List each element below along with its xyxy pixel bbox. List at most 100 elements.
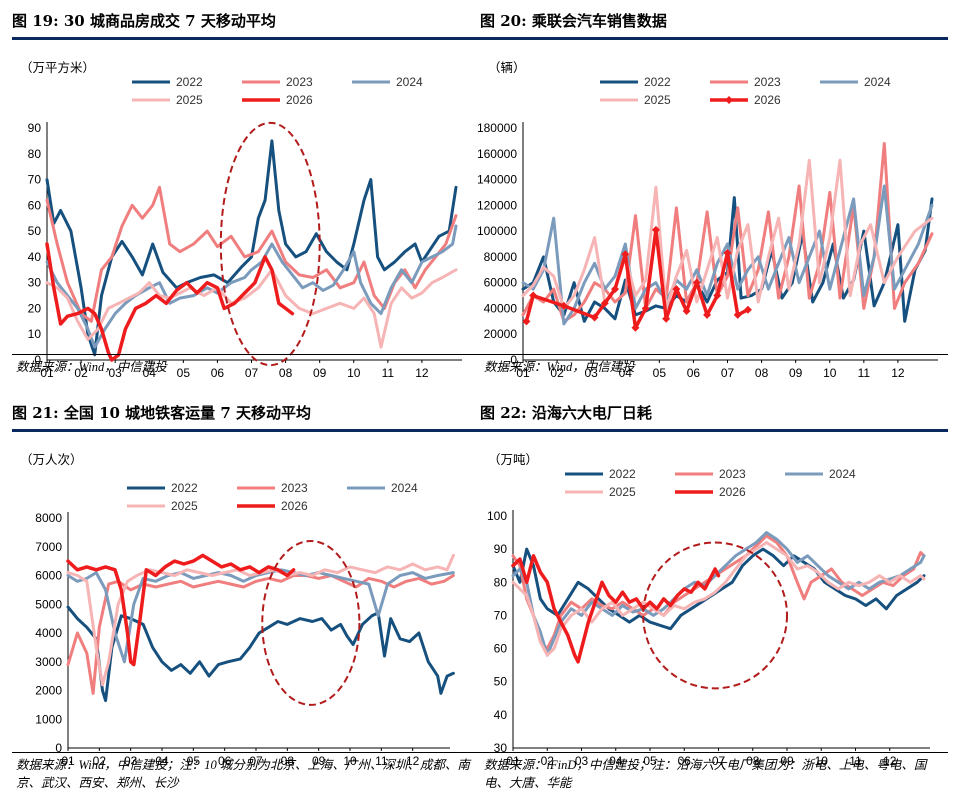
legend-label-2024: 2024 bbox=[864, 75, 891, 89]
x-tick-label: 03 bbox=[584, 366, 598, 380]
source-rule bbox=[480, 752, 948, 753]
x-tick-label: 10 bbox=[347, 366, 361, 380]
panel-chart-21: 图 21: 全国 10 城地铁客运量 7 天移动平均 （万人次） 0 1000 200… bbox=[12, 402, 480, 801]
series-marker-2026 bbox=[590, 313, 599, 322]
y-tick-label: 40 bbox=[28, 250, 42, 264]
series-line-2023 bbox=[45, 185, 458, 323]
x-tick-label: 09 bbox=[789, 366, 803, 380]
x-tick-label: 03 bbox=[108, 366, 122, 380]
series-marker-2026 bbox=[611, 285, 620, 294]
legend-label-2022: 2022 bbox=[171, 481, 198, 495]
x-tick-label: 07 bbox=[249, 754, 263, 768]
legend-label-2023: 2023 bbox=[286, 75, 313, 89]
series-line-2026 bbox=[511, 554, 721, 664]
series-marker-2026 bbox=[682, 307, 691, 316]
legend-label-2026: 2026 bbox=[719, 485, 746, 499]
x-tick-label: 02 bbox=[74, 366, 88, 380]
y-tick-label: 10 bbox=[28, 327, 42, 341]
panel-chart-22: 图 22: 沿海六大电厂日耗 （万吨） 30 40 50 60 70 80 90 100 01 02… bbox=[480, 402, 948, 801]
source-note: 数据来源：Wind，中信建投 bbox=[484, 360, 635, 374]
x-tick-label: 05 bbox=[643, 754, 657, 768]
x-tick-label: 10 bbox=[823, 366, 837, 380]
series-line-2026 bbox=[45, 242, 295, 362]
legend-label-2025: 2025 bbox=[176, 93, 203, 107]
y-tick-label: 5000 bbox=[35, 597, 62, 611]
title-rule bbox=[480, 37, 948, 40]
legend-label-2022: 2022 bbox=[176, 75, 203, 89]
series-line-2025 bbox=[521, 158, 934, 310]
y-tick-label: 3000 bbox=[35, 655, 62, 669]
x-tick-label: 01 bbox=[506, 754, 520, 768]
title-rule bbox=[480, 429, 948, 432]
x-tick-label: 12 bbox=[883, 754, 897, 768]
series-marker-2026 bbox=[522, 317, 531, 326]
y-tick-label: 90 bbox=[494, 542, 508, 556]
y-tick-label: 80 bbox=[494, 575, 508, 589]
y-tick-label: 8000 bbox=[35, 511, 62, 525]
y-tick-label: 80000 bbox=[484, 250, 518, 264]
y-tick-label: 6000 bbox=[35, 569, 62, 583]
y-tick-label: 140000 bbox=[477, 173, 517, 187]
legend-label-2025: 2025 bbox=[171, 499, 198, 513]
series-line-2025 bbox=[511, 541, 926, 657]
series-line-2022 bbox=[45, 139, 458, 357]
chart-svg: （辆） 0 20000 40000 60000 80000 100000 120000 1400… bbox=[477, 61, 938, 380]
series-marker-2026 bbox=[743, 305, 752, 314]
series-marker-2026 bbox=[529, 291, 538, 300]
legend-label-2026: 2026 bbox=[281, 499, 308, 513]
y-unit-label: （万人次） bbox=[20, 453, 83, 467]
legend-label-2022: 2022 bbox=[609, 467, 636, 481]
y-tick-label: 120000 bbox=[477, 198, 517, 212]
x-tick-label: 07 bbox=[712, 754, 726, 768]
series-marker-2026 bbox=[651, 225, 660, 234]
y-tick-label: 100000 bbox=[477, 224, 517, 238]
x-tick-label: 11 bbox=[849, 754, 862, 768]
legend-marker-2026 bbox=[725, 96, 733, 104]
source-note: 数据来源：iFinD，中信建投；注：沿海六大电厂集团为：浙电、上电、粤电、国电、… bbox=[484, 758, 927, 790]
series-marker-2026 bbox=[621, 250, 630, 259]
x-tick-label: 11 bbox=[382, 366, 395, 380]
panel-title: 图 20: 乘联会汽车销售数据 bbox=[480, 12, 667, 30]
x-tick-label: 03 bbox=[124, 754, 138, 768]
y-tick-label: 40000 bbox=[484, 301, 518, 315]
series-marker-2026 bbox=[631, 323, 640, 332]
x-tick-label: 05 bbox=[187, 754, 201, 768]
panel-title: 图 22: 沿海六大电厂日耗 bbox=[480, 404, 652, 422]
series-line-2023 bbox=[66, 574, 455, 695]
legend-label-2026: 2026 bbox=[754, 93, 781, 107]
x-tick-label: 04 bbox=[143, 366, 157, 380]
x-tick-label: 12 bbox=[406, 754, 420, 768]
source-rule bbox=[12, 354, 480, 355]
y-tick-label: 50 bbox=[28, 224, 42, 238]
x-tick-label: 10 bbox=[343, 754, 357, 768]
x-tick-label: 01 bbox=[61, 754, 75, 768]
y-tick-label: 20000 bbox=[484, 327, 518, 341]
y-tick-label: 160000 bbox=[477, 147, 517, 161]
y-tick-label: 50 bbox=[494, 675, 508, 689]
x-tick-label: 11 bbox=[375, 754, 388, 768]
y-tick-label: 70 bbox=[28, 173, 42, 187]
x-tick-label: 06 bbox=[211, 366, 225, 380]
x-tick-label: 10 bbox=[815, 754, 829, 768]
source-note: 数据来源：Wind，中信建投；注：10 城分别为北京、上海、广州、深圳、成都、南… bbox=[16, 758, 470, 790]
y-tick-label: 180000 bbox=[477, 121, 517, 135]
y-tick-label: 7000 bbox=[35, 540, 62, 554]
legend-label-2024: 2024 bbox=[391, 481, 418, 495]
x-tick-label: 05 bbox=[177, 366, 191, 380]
title-rule bbox=[12, 37, 480, 40]
x-tick-label: 08 bbox=[279, 366, 293, 380]
series-marker-2026 bbox=[662, 314, 671, 323]
x-tick-label: 01 bbox=[40, 366, 54, 380]
y-unit-label: （辆） bbox=[488, 61, 526, 75]
legend-label-2023: 2023 bbox=[719, 467, 746, 481]
y-unit-label: （万吨） bbox=[488, 453, 538, 467]
legend-label-2022: 2022 bbox=[644, 75, 671, 89]
series-marker-2026 bbox=[672, 285, 681, 294]
series-line-2025 bbox=[66, 553, 455, 687]
source-rule bbox=[12, 752, 480, 753]
series-line-2024 bbox=[66, 568, 455, 664]
x-tick-label: 06 bbox=[218, 754, 232, 768]
chart-svg: （万吨） 30 40 50 60 70 80 90 100 01 02 03 04 05 06 07 08 09 1… bbox=[487, 453, 930, 768]
x-tick-label: 12 bbox=[415, 366, 429, 380]
x-tick-label: 07 bbox=[245, 366, 259, 380]
